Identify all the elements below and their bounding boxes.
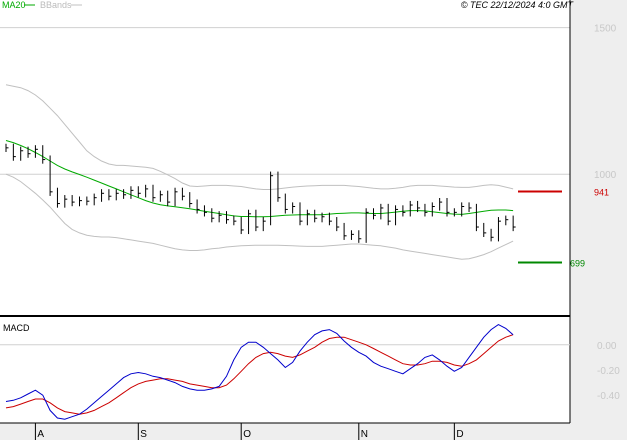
price-tick-label: 1500 xyxy=(594,24,617,35)
macd-panel-label: MACD xyxy=(3,323,30,333)
copyright-text: © TEC 22/12/2024 4:0 GMT xyxy=(461,0,575,10)
header-legend: MA20 BBands © TEC 22/12/2024 4:0 GMT xyxy=(2,0,574,10)
bottom-axis-band xyxy=(0,423,570,440)
macd-panel: 0.00 -0.20 -0.40 MACD xyxy=(0,323,620,420)
ma20-polyline xyxy=(5,140,514,218)
macd-tick-label: -0.20 xyxy=(597,366,620,377)
legend-ma20-label: MA20 xyxy=(2,0,26,10)
x-tick-label: O xyxy=(243,429,251,440)
bband-lower-line xyxy=(5,173,514,260)
x-tick-label: A xyxy=(37,429,44,440)
x-tick-label: D xyxy=(456,429,463,440)
macd-lines xyxy=(5,324,514,420)
support-label: 699 xyxy=(570,259,585,269)
macd-tick-label: 0.00 xyxy=(597,341,617,352)
bband-upper-line xyxy=(5,84,514,190)
macd-tick-labels: 0.00 -0.20 -0.40 xyxy=(597,341,620,402)
price-bars xyxy=(5,143,516,243)
signal-polyline xyxy=(5,334,514,415)
resistance-label: 941 xyxy=(594,188,609,198)
price-tick-labels: 1500 1000 xyxy=(594,24,617,182)
x-tick-label: N xyxy=(361,429,368,440)
price-panel: 1500 1000 941 699 xyxy=(0,10,617,315)
legend-bbands-label: BBands xyxy=(40,0,72,10)
price-gridlines xyxy=(0,27,570,175)
bollinger-bands xyxy=(5,84,514,260)
right-axis-band xyxy=(570,0,627,440)
price-tick-label: 1000 xyxy=(594,170,617,181)
ma20-line xyxy=(5,140,514,218)
macd-polyline xyxy=(5,324,514,420)
x-tick-label: S xyxy=(140,429,147,440)
support-resistance-levels: 941 699 xyxy=(518,188,609,269)
price-plot-area xyxy=(0,10,570,315)
macd-tick-label: -0.40 xyxy=(597,391,620,402)
